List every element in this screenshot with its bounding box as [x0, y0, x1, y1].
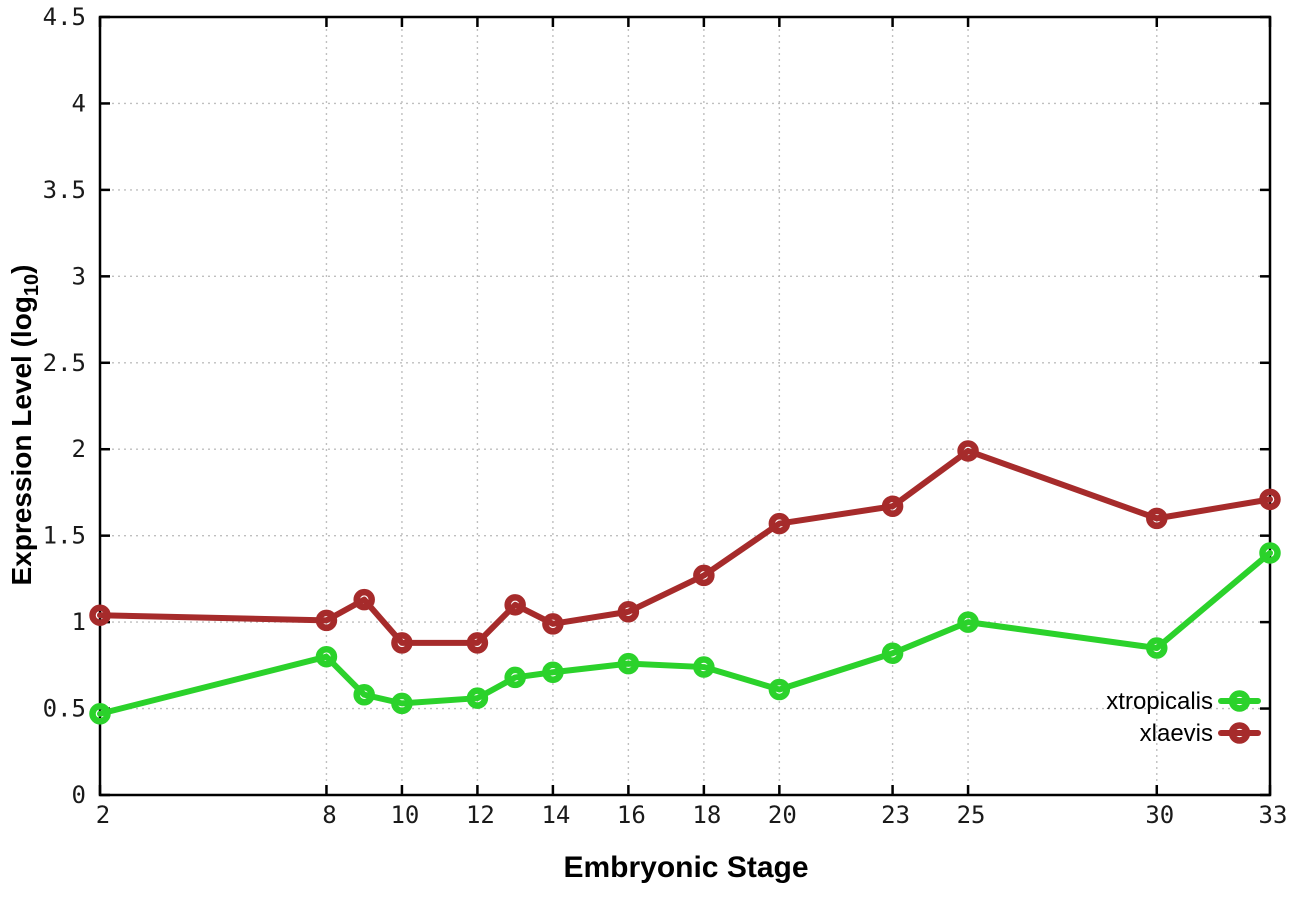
x-tick-label: 10 [390, 801, 419, 829]
x-tick-label: 14 [541, 801, 570, 829]
data-point-xtropicalis [693, 656, 715, 678]
y-axis-title-close: ) [6, 265, 37, 274]
x-tick-label: 25 [957, 801, 986, 829]
x-tick-label: 18 [692, 801, 721, 829]
legend-label-xlaevis: xlaevis [1140, 720, 1213, 747]
data-point-xlaevis [693, 564, 715, 587]
series-line-xtropicalis [97, 549, 1273, 717]
legend-label-xtropicalis: xtropicalis [1106, 688, 1213, 715]
x-tick-label: 20 [768, 801, 797, 829]
data-point-xlaevis [1259, 488, 1281, 511]
y-axis-title: Expression Level (log10) [6, 265, 43, 586]
legend-samples [1218, 690, 1261, 744]
data-point-xtropicalis [1146, 637, 1168, 659]
data-point-xtropicalis [504, 666, 526, 689]
y-tick-label: 3.5 [43, 176, 86, 204]
series-line-xlaevis [97, 447, 1273, 646]
y-tick-label: 1 [72, 608, 86, 636]
data-point-xtropicalis [89, 702, 111, 725]
grid-lines [100, 17, 1270, 795]
data-point-xtropicalis [957, 611, 979, 633]
x-tick-label: 16 [617, 801, 646, 829]
data-point-xlaevis [768, 512, 791, 535]
y-tick-label: 1.5 [43, 522, 86, 550]
data-point-xlaevis [542, 613, 564, 635]
y-axis-title-main: Expression Level (log [6, 296, 37, 585]
y-tick-label: 4.5 [43, 3, 86, 31]
x-tick-label: 8 [322, 801, 336, 829]
x-tick-label: 12 [466, 801, 495, 829]
data-point-xlaevis [957, 440, 979, 462]
data-point-xtropicalis [1259, 542, 1281, 564]
data-point-xtropicalis [391, 692, 413, 715]
data-point-xtropicalis [881, 642, 904, 664]
data-point-xlaevis [504, 594, 526, 616]
data-point-xlaevis [617, 600, 640, 623]
data-point-xtropicalis [768, 678, 791, 701]
data-point-xlaevis [466, 632, 489, 654]
y-tick-label: 4 [72, 89, 86, 117]
y-tick-label: 0 [72, 781, 86, 809]
data-point-xtropicalis [466, 687, 489, 709]
y-tick-label: 0.5 [43, 695, 86, 723]
legend-sample-marker-xlaevis [1228, 722, 1251, 744]
data-series [89, 440, 1281, 725]
data-point-xtropicalis [617, 652, 640, 675]
axes-and-ticks: 0 0.5 1 1.5 2 2.5 3 3.5 4 4.5 2 8 10 12 14 16 18 20 23 25 30… [43, 3, 1288, 829]
y-tick-label: 2.5 [43, 349, 86, 377]
data-point-xlaevis [881, 495, 904, 518]
data-point-xlaevis [353, 588, 375, 611]
x-tick-label: 2 [96, 801, 110, 829]
x-tick-label: 30 [1145, 801, 1174, 829]
x-tick-label: 33 [1259, 801, 1288, 829]
y-axis-title-subscript: 10 [21, 274, 43, 296]
data-point-xlaevis [89, 604, 111, 626]
y-tick-label: 3 [72, 262, 86, 290]
x-tick-label: 23 [881, 801, 910, 829]
data-point-xtropicalis [542, 661, 564, 683]
y-tick-label: 2 [72, 435, 86, 463]
x-axis-title: Embryonic Stage [563, 851, 808, 884]
plot-border [98, 15, 1272, 797]
data-point-xlaevis [315, 609, 338, 632]
data-point-xtropicalis [315, 645, 338, 668]
data-point-xlaevis [391, 632, 413, 654]
legend-sample-marker-xtropicalis [1228, 690, 1251, 712]
data-point-xlaevis [1146, 507, 1168, 530]
data-point-xtropicalis [353, 683, 375, 706]
